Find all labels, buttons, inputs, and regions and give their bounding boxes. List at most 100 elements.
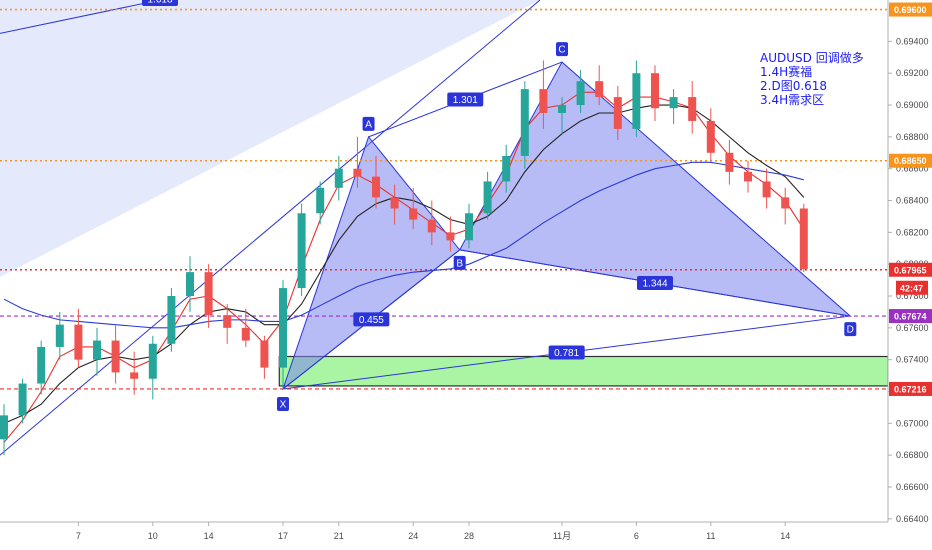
candle — [651, 65, 659, 121]
candle — [353, 136, 362, 188]
candle-body — [390, 197, 399, 209]
candle — [148, 335, 157, 400]
price-tick-label: 0.69400 — [896, 36, 929, 46]
candle-body — [18, 383, 27, 416]
pattern-labels: X A B C D 1.301 1.344 0.455 0.781 1.618 — [142, 0, 857, 411]
pattern-point-a-text: A — [365, 119, 372, 130]
candle — [334, 155, 343, 201]
candle — [390, 184, 399, 225]
price-tick-label: 0.69200 — [896, 68, 929, 78]
candle — [744, 160, 752, 193]
ratio-label-2-text: 0.455 — [359, 315, 384, 326]
harmonic-pattern — [281, 61, 852, 391]
candle — [37, 340, 46, 395]
price-axis[interactable]: 0.69400 0.69200 0.69000 0.68800 0.68600 0.684… — [887, 0, 932, 550]
candle — [409, 187, 418, 230]
pattern-point-c: C — [556, 42, 568, 57]
countdown-tag: 42:47 — [896, 280, 928, 295]
pattern-point-c-bg — [556, 42, 568, 57]
ratio-label-2-bg — [353, 312, 390, 327]
pattern-point-x: X — [277, 396, 289, 411]
candle — [111, 324, 120, 384]
candle — [502, 144, 511, 193]
candle-body — [409, 208, 418, 220]
candle-body — [725, 152, 734, 172]
ratio-label-2: 0.455 — [353, 312, 390, 327]
price-tag-text: 0.67216 — [894, 384, 927, 394]
price-tag-text: 0.68650 — [894, 156, 927, 166]
candle — [595, 65, 604, 106]
candle-body — [353, 168, 362, 177]
candle-body — [632, 73, 641, 129]
candle-body — [0, 415, 8, 440]
candle — [279, 280, 287, 389]
candle-body — [651, 73, 659, 109]
pattern-triangle-xab — [281, 135, 461, 391]
pattern-point-c-text: C — [558, 45, 565, 56]
price-tick-label: 0.68800 — [896, 132, 929, 142]
time-axis[interactable]: 7 10 14 17 21 24 28 11月 6 11 14 — [0, 521, 888, 550]
pattern-point-d-bg — [844, 322, 857, 337]
time-tick-label: 21 — [334, 531, 344, 541]
time-tick-label: 14 — [780, 531, 790, 541]
price-tag-3: 0.67674 — [889, 309, 932, 324]
candle — [55, 311, 64, 360]
price-tag-bg — [889, 262, 932, 277]
candle-body — [316, 187, 325, 214]
price-tick-label: 0.68400 — [896, 196, 929, 206]
time-tick-label: 17 — [278, 531, 288, 541]
time-axis-bg — [0, 522, 888, 550]
candle-body — [539, 89, 548, 113]
ratio-label-3: 0.781 — [548, 345, 585, 360]
channel-fill — [0, 0, 540, 277]
candle-body — [762, 181, 771, 198]
candle — [167, 288, 176, 352]
time-tick-label: 10 — [148, 531, 158, 541]
ratio-label-top-bg — [142, 0, 178, 6]
pattern-point-b-text: B — [456, 258, 463, 269]
note-line-2: 2.D图0.618 — [760, 79, 827, 93]
candle-body — [223, 315, 232, 328]
price-tick-label: 0.68600 — [896, 164, 929, 174]
candle-body — [297, 213, 306, 289]
time-tick-label: 7 — [76, 531, 81, 541]
candle-body — [167, 296, 176, 344]
candle-body — [706, 120, 715, 153]
price-tick-label: 0.66600 — [896, 482, 929, 492]
pattern-point-d: D — [844, 322, 857, 337]
candle — [483, 171, 492, 220]
candle-body — [260, 340, 269, 368]
ratio-label-top: 1.618 — [142, 0, 178, 6]
ratio-label-1: 1.344 — [637, 275, 673, 290]
ratio-label-3-text: 0.781 — [554, 348, 579, 359]
candle — [613, 85, 622, 141]
price-tag-text: 0.67965 — [894, 265, 927, 275]
candle — [204, 264, 213, 328]
note-line-0: AUDUSD 回调做多 — [760, 50, 864, 65]
candle — [781, 187, 790, 225]
candle-body — [186, 272, 194, 297]
candle — [446, 216, 455, 252]
price-tag-bg — [889, 381, 932, 396]
channel-upper-line — [0, 0, 161, 34]
pattern-point-x-text: X — [280, 399, 287, 410]
candle — [93, 327, 101, 376]
candle-body — [37, 346, 46, 384]
channel-area — [0, 0, 541, 456]
candle — [372, 155, 380, 209]
candle-body — [204, 272, 213, 316]
time-tick-label: 11 — [706, 531, 715, 541]
candle-body — [148, 343, 157, 379]
candle — [576, 70, 585, 113]
price-tag-4: 0.67216 — [889, 381, 932, 396]
candle-body — [446, 232, 455, 241]
price-tick-label: 0.67800 — [896, 291, 929, 301]
price-tick-label: 0.66400 — [896, 514, 929, 524]
candle — [762, 168, 771, 209]
price-tick-label: 0.68200 — [896, 227, 929, 237]
ratio-label-3-bg — [548, 345, 585, 360]
candle — [74, 308, 83, 368]
candle — [130, 351, 139, 395]
